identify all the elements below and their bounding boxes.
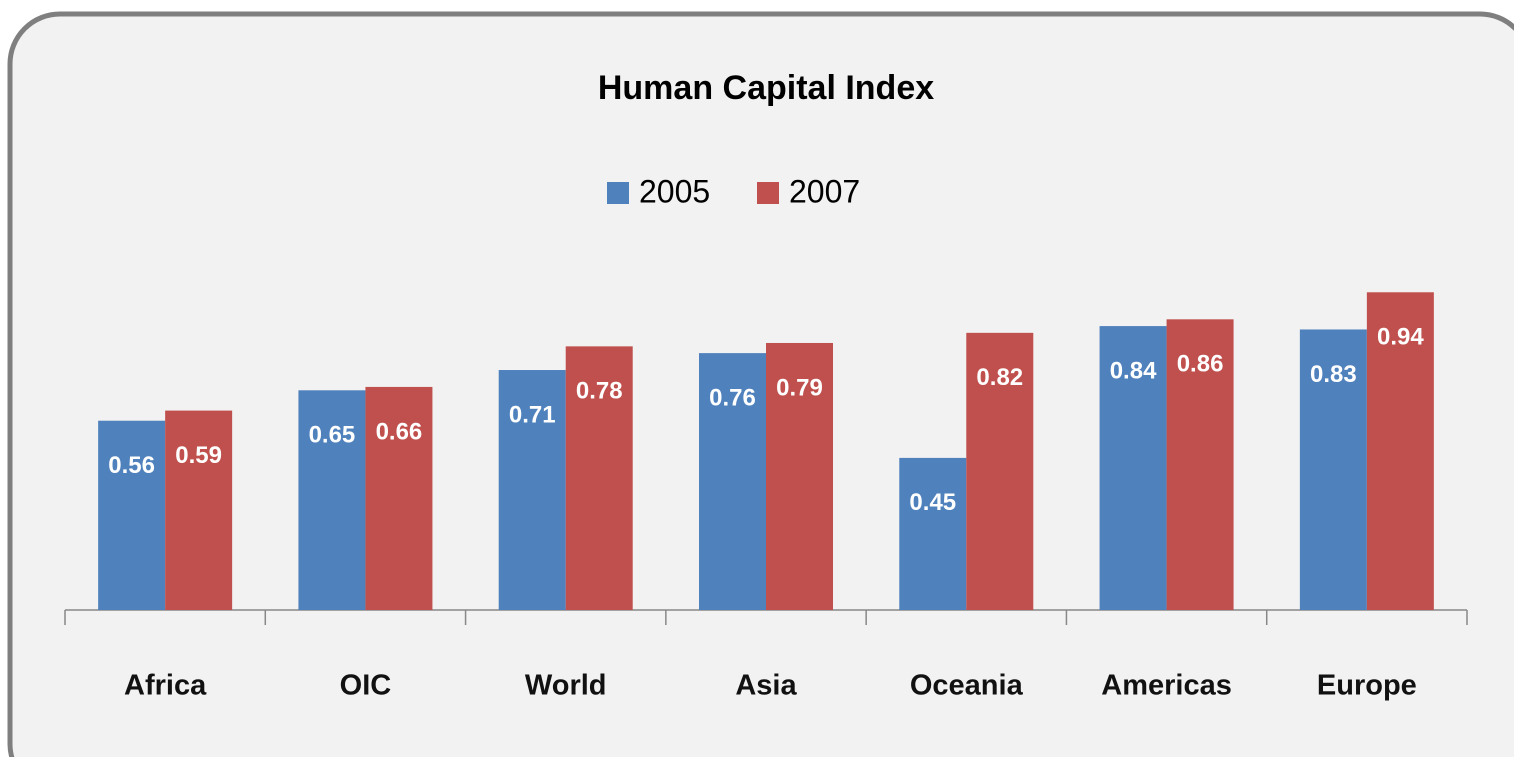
data-label: 0.76 — [709, 384, 756, 411]
data-label: 0.59 — [175, 442, 222, 469]
bar — [1099, 326, 1167, 610]
x-tick-label: Asia — [735, 670, 797, 702]
data-label: 0.82 — [976, 364, 1023, 391]
data-label: 0.84 — [1110, 357, 1157, 384]
bar — [498, 370, 566, 610]
legend-swatch — [757, 182, 779, 204]
x-tick-label: OIC — [340, 670, 392, 702]
bar — [365, 386, 433, 610]
legend-label: 2007 — [789, 173, 860, 209]
bar — [766, 342, 833, 610]
bar — [1299, 329, 1367, 610]
data-label: 0.79 — [776, 374, 823, 401]
data-label: 0.66 — [376, 418, 423, 445]
data-label: 0.71 — [509, 401, 556, 428]
bar — [966, 332, 1034, 610]
data-label: 0.45 — [909, 489, 956, 516]
bar — [899, 457, 967, 610]
bar — [98, 420, 166, 610]
bar — [298, 390, 366, 610]
bar — [699, 353, 766, 610]
bar — [565, 346, 633, 610]
data-label: 0.94 — [1377, 324, 1424, 351]
x-tick-label: Africa — [124, 670, 207, 702]
bar — [1366, 292, 1434, 610]
data-label: 0.78 — [576, 378, 623, 405]
x-tick-label: Americas — [1101, 670, 1232, 702]
x-tick-label: Europe — [1317, 670, 1417, 702]
chart-title: Human Capital Index — [598, 69, 934, 107]
legend-label: 2005 — [639, 173, 710, 209]
x-tick-label: World — [525, 670, 607, 702]
bar — [165, 410, 233, 610]
data-label: 0.56 — [108, 452, 155, 479]
data-label: 0.65 — [309, 422, 356, 449]
data-label: 0.83 — [1310, 361, 1357, 388]
data-label: 0.86 — [1177, 351, 1224, 378]
bar — [1166, 319, 1234, 610]
legend-swatch — [607, 182, 629, 204]
x-tick-label: Oceania — [910, 670, 1024, 702]
